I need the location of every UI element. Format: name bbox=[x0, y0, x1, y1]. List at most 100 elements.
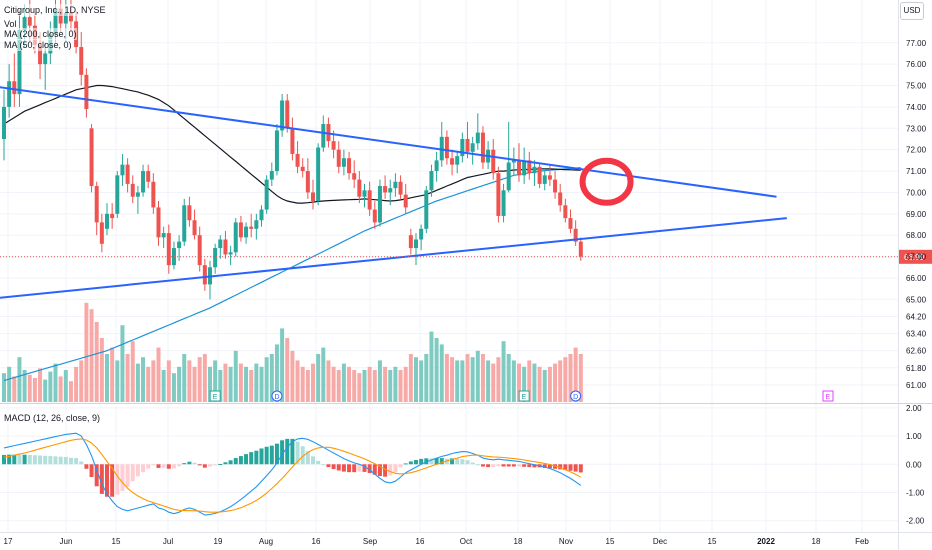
macd-histogram-bar bbox=[352, 464, 357, 473]
ma200-legend[interactable]: MA (200, close, 0) bbox=[4, 28, 77, 40]
macd-tick-label: 0.00 bbox=[906, 460, 922, 469]
macd-histogram-bar bbox=[450, 458, 455, 465]
candles bbox=[2, 0, 583, 300]
volume-bar bbox=[17, 357, 22, 402]
time-tick-label: 15 bbox=[708, 537, 717, 546]
candle-body bbox=[12, 81, 17, 95]
candle-body bbox=[347, 158, 352, 174]
candle-body bbox=[79, 47, 84, 75]
price-tick-label: 62.60 bbox=[906, 347, 927, 356]
time-tick-label: 18 bbox=[514, 537, 523, 546]
symbol-title[interactable]: Citigroup, Inc., 1D, NYSE bbox=[4, 4, 106, 16]
volume-bar bbox=[84, 302, 89, 402]
macd-histogram-bar bbox=[17, 454, 22, 465]
volume-bar bbox=[460, 360, 465, 402]
volume-bar bbox=[331, 366, 336, 402]
volume-bar bbox=[419, 360, 424, 402]
candle-body bbox=[110, 213, 115, 219]
last-price-tag bbox=[899, 249, 932, 264]
macd-histogram-bar bbox=[130, 464, 135, 482]
currency-badge[interactable]: USD bbox=[900, 2, 924, 20]
volume-bar bbox=[218, 370, 223, 402]
candle-body bbox=[120, 164, 125, 176]
candle-body bbox=[213, 248, 218, 268]
candle-body bbox=[151, 181, 156, 208]
volume-bar bbox=[58, 376, 63, 402]
volume-bar bbox=[249, 370, 254, 402]
macd-histogram-bar bbox=[197, 464, 202, 466]
volume-legend[interactable]: Vol bbox=[4, 18, 17, 30]
volume-bar bbox=[192, 366, 197, 402]
volume-bar bbox=[496, 357, 501, 402]
macd-histogram-bar bbox=[465, 460, 470, 465]
candle-body bbox=[290, 128, 295, 154]
volume-bar bbox=[274, 344, 279, 402]
volume-bar bbox=[352, 370, 357, 402]
volume-bar bbox=[264, 357, 269, 402]
volume-bar bbox=[99, 338, 104, 402]
volume-bar bbox=[336, 370, 341, 402]
volume-bar bbox=[506, 354, 511, 402]
candle-body bbox=[94, 186, 99, 223]
volume-bar bbox=[223, 363, 228, 402]
time-tick-label: Nov bbox=[559, 537, 573, 546]
macd-histogram-bar bbox=[491, 464, 496, 468]
macd-legend[interactable]: MACD (12, 26, close, 9) bbox=[4, 412, 101, 424]
volume-bar bbox=[311, 363, 315, 402]
ma50-legend[interactable]: MA (50, close, 0) bbox=[4, 39, 72, 51]
volume-bar bbox=[43, 379, 48, 402]
price-tick-label: 77.00 bbox=[906, 39, 927, 48]
macd-histogram-bar bbox=[182, 463, 187, 465]
candle-body bbox=[563, 205, 568, 219]
candle-body bbox=[311, 192, 315, 201]
macd-histogram-bar bbox=[547, 464, 552, 469]
macd-histogram-bar bbox=[527, 464, 532, 468]
candle-body bbox=[218, 239, 223, 249]
volume-bar bbox=[238, 363, 243, 402]
volume-bar bbox=[156, 347, 161, 402]
candle-body bbox=[506, 162, 511, 191]
macd-histogram-bar bbox=[228, 460, 233, 465]
volume-bar bbox=[208, 366, 212, 402]
macd-histogram-bar bbox=[187, 461, 192, 465]
volume-bar bbox=[105, 354, 109, 402]
candle-body bbox=[280, 100, 285, 131]
price-tick-label: 71.00 bbox=[906, 167, 927, 176]
candle-body bbox=[558, 192, 563, 206]
macd-histogram-bar bbox=[202, 464, 207, 468]
macd-histogram-bar bbox=[398, 464, 403, 468]
volume-bar bbox=[465, 354, 470, 402]
macd-histogram-bar bbox=[120, 464, 125, 492]
volume-bar bbox=[135, 363, 140, 402]
volume-bar bbox=[141, 357, 146, 402]
macd-histogram-bar bbox=[511, 464, 516, 467]
price-tick-label: 61.00 bbox=[906, 381, 927, 390]
candle-body bbox=[388, 188, 393, 193]
macd-tick-label: 2.00 bbox=[906, 404, 922, 413]
macd-histogram-bar bbox=[141, 464, 146, 473]
macd-histogram-bar bbox=[305, 451, 310, 465]
macd-tick-label: -2.00 bbox=[906, 517, 925, 526]
volume-bar bbox=[527, 360, 532, 402]
macd-histogram-bar bbox=[568, 464, 573, 471]
volume-bar bbox=[563, 357, 568, 402]
earnings-marker bbox=[822, 390, 834, 402]
macd-histogram-bar bbox=[331, 464, 336, 470]
macd-histogram-bar bbox=[171, 464, 176, 469]
volume-bar bbox=[434, 338, 439, 402]
volume-bar bbox=[48, 371, 53, 402]
volume-bar bbox=[94, 322, 99, 402]
macd-histogram-bar bbox=[434, 458, 439, 465]
volume-bar bbox=[115, 360, 120, 402]
candle-body bbox=[475, 132, 480, 144]
annotation-circle bbox=[579, 157, 634, 206]
price-tick-label: 65.00 bbox=[906, 295, 927, 304]
candle-body bbox=[161, 233, 166, 238]
candle-body bbox=[125, 164, 130, 184]
macd-histogram-bar bbox=[12, 454, 17, 465]
earnings-marker bbox=[518, 390, 530, 402]
volume-bar bbox=[290, 350, 295, 402]
volume-bar bbox=[197, 357, 202, 402]
volume-bar bbox=[429, 331, 434, 402]
